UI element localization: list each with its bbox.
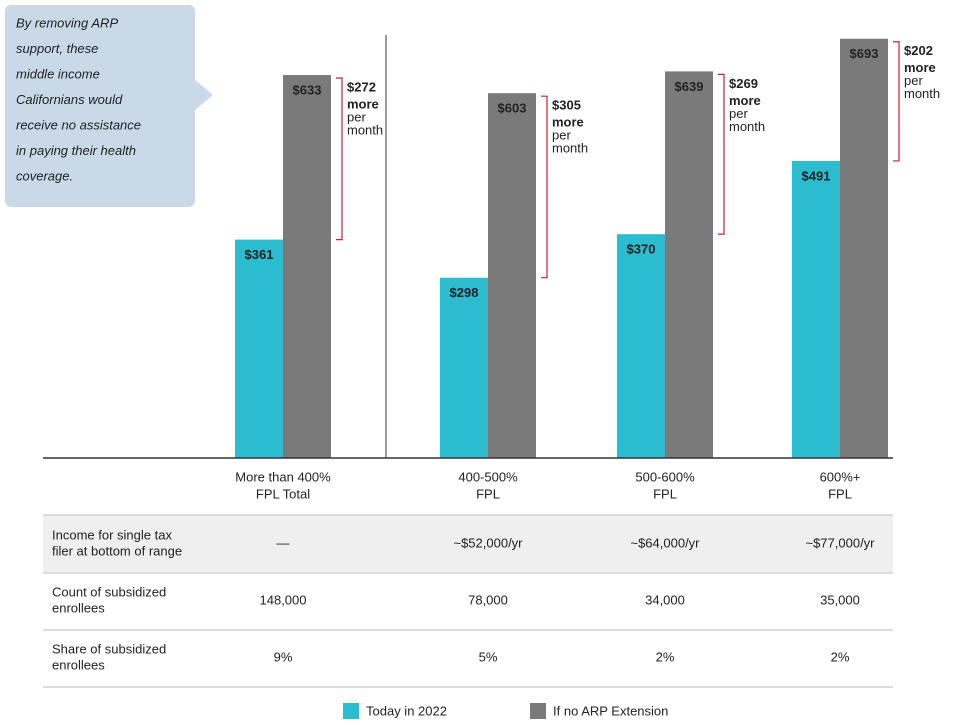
callout-text: By removing ARP — [16, 15, 118, 30]
legend-swatch — [530, 703, 546, 719]
difference-more: more — [552, 115, 584, 130]
row-label: filer at bottom of range — [52, 543, 182, 558]
row-label: Income for single tax — [52, 527, 172, 542]
difference-label: $202 — [904, 43, 933, 58]
difference-label: $305 — [552, 98, 581, 113]
table-cell: 2% — [656, 649, 675, 664]
table-cell: — — [277, 535, 290, 550]
table-cell: 34,000 — [645, 592, 685, 607]
bracket — [893, 41, 900, 162]
difference-per: per — [347, 109, 366, 124]
bar — [283, 75, 331, 458]
row-label: enrollees — [52, 600, 105, 615]
bar — [617, 234, 665, 458]
difference-per: per — [729, 106, 748, 121]
bar — [440, 277, 488, 458]
row-shade — [43, 515, 893, 572]
value-label: $370 — [627, 242, 656, 257]
table-cell: ~$77,000/yr — [805, 535, 875, 550]
x-tick-label: FPL — [653, 486, 677, 501]
value-label: $491 — [802, 168, 831, 183]
difference-month: month — [904, 86, 940, 101]
table-cell: 35,000 — [820, 592, 860, 607]
legend-label: Today in 2022 — [366, 703, 447, 718]
row-label: Count of subsidized — [52, 584, 166, 599]
difference-per: per — [904, 73, 923, 88]
table-cell: 148,000 — [260, 592, 307, 607]
bracket — [336, 77, 343, 241]
bar — [665, 71, 713, 458]
bar — [235, 239, 283, 458]
difference-more: more — [347, 96, 379, 111]
x-tick-label: 400-500% — [458, 469, 518, 484]
bracket — [541, 95, 548, 279]
value-label: $298 — [450, 285, 479, 300]
x-tick-label: 600%+ — [820, 469, 861, 484]
x-tick-label: 500-600% — [635, 469, 695, 484]
value-label: $693 — [850, 46, 879, 61]
table-cell: 9% — [274, 649, 293, 664]
value-label: $639 — [675, 79, 704, 94]
table-cell: 5% — [479, 649, 498, 664]
bar — [792, 160, 840, 458]
bracket — [718, 73, 725, 235]
difference-month: month — [729, 119, 765, 134]
callout-text: support, these — [16, 41, 98, 56]
table-cell: ~$64,000/yr — [630, 535, 700, 550]
x-tick-label: FPL — [828, 486, 852, 501]
table-cell: ~$52,000/yr — [453, 535, 523, 550]
x-tick-label: FPL Total — [256, 486, 310, 501]
value-label: $633 — [293, 82, 322, 97]
difference-month: month — [347, 122, 383, 137]
row-label: enrollees — [52, 657, 105, 672]
callout-text: in paying their health — [16, 143, 136, 158]
difference-month: month — [552, 141, 588, 156]
legend-label: If no ARP Extension — [553, 703, 668, 718]
table-cell: 78,000 — [468, 592, 508, 607]
bar — [840, 38, 888, 459]
callout-text: receive no assistance — [16, 117, 141, 132]
x-tick-label: FPL — [476, 486, 500, 501]
callout-text: middle income — [16, 66, 100, 81]
difference-label: $269 — [729, 76, 758, 91]
value-label: $361 — [245, 247, 274, 262]
callout-text: Californians would — [16, 92, 123, 107]
bar — [488, 93, 536, 458]
difference-more: more — [729, 93, 761, 108]
value-label: $603 — [498, 101, 527, 116]
x-tick-label: More than 400% — [235, 469, 331, 484]
difference-label: $272 — [347, 79, 376, 94]
callout-box — [5, 5, 213, 207]
row-label: Share of subsidized — [52, 641, 166, 656]
legend-swatch — [343, 703, 359, 719]
callout-text: coverage. — [16, 168, 73, 183]
difference-more: more — [904, 60, 936, 75]
difference-per: per — [552, 128, 571, 143]
table-cell: 2% — [831, 649, 850, 664]
